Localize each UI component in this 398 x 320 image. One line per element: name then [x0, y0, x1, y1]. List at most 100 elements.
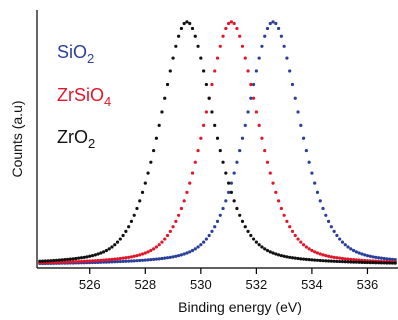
data-point: [310, 248, 314, 253]
data-point: [301, 136, 306, 140]
data-point: [146, 171, 150, 175]
data-point: [332, 229, 336, 234]
data-point: [215, 136, 220, 140]
data-point: [263, 148, 267, 153]
data-point: [74, 256, 78, 261]
data-point: [215, 56, 220, 60]
data-point: [196, 245, 200, 249]
data-point: [140, 252, 145, 256]
data-point: [307, 160, 311, 164]
data-point: [113, 260, 117, 264]
data-point: [371, 261, 375, 265]
x-axis-label: Binding energy (eV): [178, 299, 302, 315]
data-point: [199, 56, 203, 60]
data-point: [282, 44, 286, 48]
data-point: [60, 260, 64, 264]
data-point: [279, 254, 283, 258]
data-point: [68, 257, 72, 261]
data-point: [338, 237, 342, 241]
data-point: [338, 259, 342, 264]
legend-zrsio4-name: ZrSiO: [57, 85, 104, 105]
data-point: [301, 257, 306, 261]
data-point: [363, 253, 367, 257]
data-point: [252, 237, 256, 241]
data-point: [77, 256, 81, 260]
data-point: [138, 258, 142, 263]
data-point: [254, 110, 258, 114]
data-point: [307, 247, 311, 251]
x-tick-label: 536: [357, 277, 379, 292]
data-point: [349, 247, 353, 251]
data-point: [315, 251, 320, 255]
data-point: [374, 255, 378, 259]
data-point: [365, 260, 370, 265]
data-point: [135, 254, 139, 258]
data-point: [227, 190, 231, 195]
data-point: [143, 251, 147, 255]
data-point: [363, 260, 367, 265]
data-point: [177, 34, 181, 38]
data-point: [276, 253, 281, 257]
data-point: [329, 259, 333, 263]
data-point: [93, 253, 97, 257]
data-point: [238, 213, 242, 217]
data-point: [340, 256, 345, 261]
data-point: [324, 213, 328, 217]
data-point: [260, 136, 264, 140]
data-point: [165, 256, 170, 260]
series-2-points: [38, 20, 397, 265]
data-point: [393, 261, 397, 265]
data-point: [204, 110, 208, 114]
y-axis-label: Counts (a.u): [9, 100, 25, 177]
data-point: [390, 261, 395, 265]
data-point: [335, 259, 339, 264]
data-point: [224, 199, 228, 203]
data-point: [290, 256, 295, 260]
data-point: [110, 257, 114, 261]
data-point: [102, 258, 106, 262]
data-point: [140, 190, 145, 195]
legend-zro2-subscript: 2: [88, 136, 95, 151]
data-point: [132, 254, 136, 258]
data-point: [382, 256, 386, 261]
data-point: [246, 229, 250, 234]
data-point: [179, 26, 183, 31]
data-point: [115, 257, 120, 261]
data-point: [343, 257, 347, 261]
data-point: [190, 171, 195, 175]
data-point: [271, 20, 275, 24]
data-point: [60, 258, 64, 262]
data-point: [321, 259, 325, 263]
x-ticks: 526 528 530 532 534 536: [79, 268, 378, 292]
data-point: [276, 26, 281, 31]
data-point: [171, 255, 175, 259]
data-point: [202, 123, 206, 127]
data-point: [227, 21, 231, 26]
data-point: [390, 257, 395, 261]
data-point: [235, 160, 239, 164]
data-point: [257, 56, 261, 60]
data-point: [185, 20, 189, 24]
data-point: [282, 213, 286, 217]
data-point: [371, 255, 375, 259]
data-point: [332, 259, 336, 263]
data-point: [379, 256, 383, 260]
data-point: [85, 259, 89, 263]
data-point: [160, 240, 164, 244]
data-point: [52, 258, 56, 263]
data-point: [210, 82, 214, 87]
data-point: [318, 258, 322, 263]
data-point: [240, 44, 245, 48]
data-point: [240, 219, 245, 223]
data-point: [271, 181, 275, 185]
data-point: [154, 245, 159, 249]
data-point: [365, 254, 370, 258]
data-point: [354, 260, 358, 264]
data-point: [182, 21, 186, 26]
data-point: [204, 237, 208, 241]
data-point: [288, 255, 292, 259]
data-point: [82, 259, 86, 263]
data-point: [254, 69, 258, 73]
data-point: [357, 251, 361, 255]
data-point: [243, 56, 247, 60]
